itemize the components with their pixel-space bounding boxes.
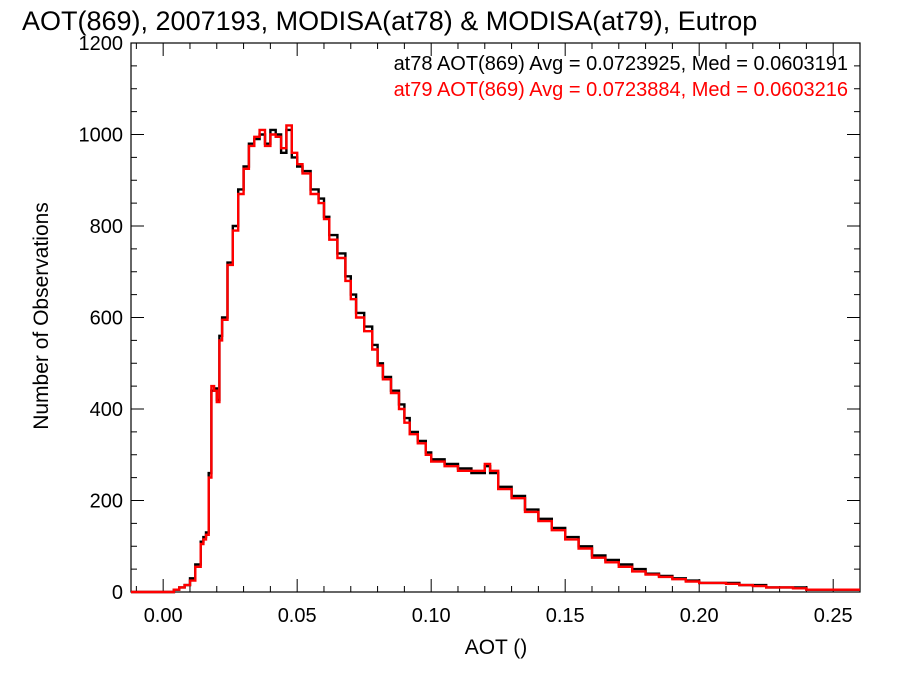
y-tick-label: 800: [90, 216, 123, 238]
x-axis-label: AOT (): [465, 636, 528, 659]
x-tick-label: 0.00: [144, 605, 183, 627]
y-tick-label: 0: [112, 582, 123, 604]
y-tick-label: 1000: [79, 125, 124, 147]
y-tick-label: 200: [90, 491, 123, 513]
y-axis-label: Number of Observations: [30, 202, 53, 430]
y-tick-label: 400: [90, 399, 123, 421]
y-tick-label: 1200: [79, 33, 124, 55]
x-tick-label: 0.20: [680, 605, 719, 627]
x-axis-ticks: 0.00 0.05 0.10 0.15 0.20 0.25: [135, 43, 861, 627]
x-tick-label: 0.25: [814, 605, 853, 627]
x-tick-label: 0.05: [278, 605, 317, 627]
y-axis-ticks: 0 200 400 600 800 1000 1200: [79, 33, 860, 604]
x-tick-label: 0.10: [412, 605, 451, 627]
y-tick-label: 600: [90, 308, 123, 330]
stats-label-at78: at78 AOT(869) Avg = 0.0723925, Med = 0.0…: [394, 53, 848, 75]
stats-label-at79: at79 AOT(869) Avg = 0.0723884, Med = 0.0…: [394, 79, 848, 101]
x-tick-label: 0.15: [546, 605, 585, 627]
chart-title: AOT(869), 2007193, MODISA(at78) & MODISA…: [22, 6, 757, 36]
series-lines: [131, 124, 860, 594]
series-line-at79: [131, 124, 860, 594]
